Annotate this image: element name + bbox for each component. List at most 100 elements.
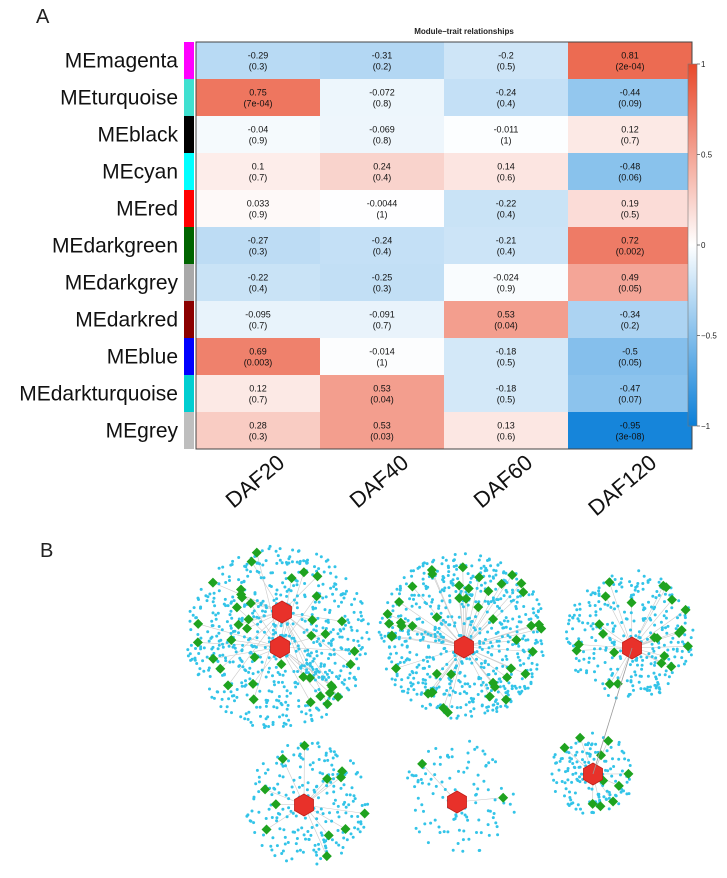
cell-pvalue: (0.2) — [621, 321, 640, 331]
heatmap-cell-fill — [196, 190, 320, 227]
cell-pvalue: (0.4) — [373, 173, 392, 183]
heatmap-row-labels: MEmagenta MEturquoise MEblack MEcyan MEred ME… — [19, 42, 194, 449]
cell-pvalue: (0.03) — [370, 432, 394, 442]
cell-correlation: -0.5 — [622, 347, 638, 357]
network-link — [592, 647, 633, 775]
cell-correlation: 0.53 — [373, 421, 391, 431]
heatmap-cell: 0.28(0.3) — [196, 412, 320, 449]
heatmap-cell: 0.53(0.04) — [444, 301, 568, 338]
cell-pvalue: (0.4) — [497, 210, 516, 220]
heatmap-cell-fill — [320, 412, 444, 449]
module-color-swatch — [184, 375, 194, 412]
column-label-DAF40: DAF40 — [345, 450, 414, 513]
heatmap-cell: -0.2(0.5) — [444, 42, 568, 79]
heatmap-cell: -0.27(0.3) — [196, 227, 320, 264]
heatmap-cell: -0.31(0.2) — [320, 42, 444, 79]
network-gene-nodes — [382, 562, 547, 718]
heatmap-cells: -0.29(0.3)-0.31(0.2)-0.2(0.5)0.81(2e-04)… — [195, 41, 693, 450]
heatmap-cell: -0.47(0.07) — [568, 375, 692, 412]
heatmap-cell: -0.48(0.06) — [568, 153, 692, 190]
cell-correlation: -0.095 — [245, 310, 271, 320]
heatmap-cell: 0.14(0.6) — [444, 153, 568, 190]
heatmap-cell-fill — [320, 264, 444, 301]
network-2 — [377, 552, 547, 720]
network-gene-nodes — [417, 758, 509, 803]
heatmap-cell-fill — [320, 42, 444, 79]
cell-pvalue: (1) — [377, 210, 388, 220]
heatmap-cell-fill — [196, 301, 320, 338]
legend-tick-label: 0.5 — [701, 151, 713, 160]
heatmap-cell-fill — [320, 375, 444, 412]
network-hub-node — [294, 793, 314, 817]
heatmap-cell: -0.18(0.5) — [444, 375, 568, 412]
cell-correlation: 0.28 — [249, 421, 267, 431]
heatmap-cell: 0.1(0.7) — [196, 153, 320, 190]
column-label-DAF120: DAF120 — [583, 450, 661, 520]
cell-pvalue: (0.5) — [497, 358, 516, 368]
cell-correlation: 0.1 — [252, 162, 265, 172]
network-hub-node — [270, 635, 290, 659]
network-1 — [186, 544, 371, 729]
network-edges — [264, 745, 365, 857]
cell-pvalue: (0.9) — [497, 284, 516, 294]
cell-correlation: -0.29 — [248, 51, 269, 61]
heatmap-cell-fill — [320, 79, 444, 116]
cell-pvalue: (0.7) — [249, 321, 268, 331]
heatmap-cell-fill — [444, 338, 568, 375]
network-neighbor-nodes — [377, 552, 545, 720]
heatmap-cell-fill — [320, 227, 444, 264]
module-color-swatch — [184, 42, 194, 79]
row-label-MEdarkgreen: MEdarkgreen — [52, 235, 178, 258]
cell-pvalue: (0.7) — [621, 136, 640, 146]
cell-pvalue: (1) — [377, 358, 388, 368]
cell-correlation: 0.033 — [247, 199, 270, 209]
heatmap-cell: 0.69(0.003) — [196, 338, 320, 375]
module-color-swatch — [184, 116, 194, 153]
heatmap-cell-fill — [444, 42, 568, 79]
heatmap-cell: -0.04(0.9) — [196, 116, 320, 153]
cell-pvalue: (0.5) — [497, 62, 516, 72]
heatmap-cell: -0.024(0.9) — [444, 264, 568, 301]
cell-pvalue: (0.3) — [373, 284, 392, 294]
cell-correlation: 0.19 — [621, 199, 639, 209]
cell-pvalue: (0.9) — [249, 210, 268, 220]
cell-correlation: -0.21 — [496, 236, 517, 246]
cell-correlation: -0.22 — [248, 273, 269, 283]
heatmap-cell: 0.13(0.6) — [444, 412, 568, 449]
heatmap-cell: 0.75(7e-04) — [196, 79, 320, 116]
cell-correlation: -0.31 — [372, 51, 393, 61]
heatmap-cell: 0.19(0.5) — [568, 190, 692, 227]
heatmap-cell-fill — [320, 190, 444, 227]
heatmap-cell: 0.53(0.03) — [320, 412, 444, 449]
cell-correlation: -0.34 — [620, 310, 641, 320]
cell-pvalue: (0.7) — [249, 395, 268, 405]
panel-label-a: A — [36, 6, 50, 28]
legend-tick-label: 1 — [701, 60, 706, 69]
cell-correlation: 0.12 — [249, 384, 267, 394]
network-hub-node — [272, 600, 292, 624]
row-label-MEdarkturquoise: MEdarkturquoise — [19, 383, 178, 406]
module-color-swatch — [184, 227, 194, 264]
heatmap-cell: -0.5(0.05) — [568, 338, 692, 375]
row-label-MEblack: MEblack — [97, 124, 178, 147]
heatmap-cell: -0.21(0.4) — [444, 227, 568, 264]
module-color-swatch — [184, 79, 194, 116]
cell-pvalue: (3e-08) — [615, 432, 644, 442]
heatmap-cell-fill — [444, 301, 568, 338]
cell-pvalue: (0.05) — [618, 284, 642, 294]
legend-colorbar — [687, 63, 698, 427]
module-color-swatch — [184, 412, 194, 449]
cell-correlation: -0.072 — [369, 88, 395, 98]
cell-pvalue: (1) — [501, 136, 512, 146]
cell-correlation: 0.53 — [373, 384, 391, 394]
heatmap-cell-fill — [320, 116, 444, 153]
cell-pvalue: (0.4) — [497, 99, 516, 109]
panel-label-b: B — [40, 540, 54, 562]
heatmap-cell: -0.22(0.4) — [196, 264, 320, 301]
heatmap-cell: -0.0044(1) — [320, 190, 444, 227]
heatmap-cell: -0.091(0.7) — [320, 301, 444, 338]
heatmap-cell: -0.34(0.2) — [568, 301, 692, 338]
cell-correlation: 0.75 — [249, 88, 267, 98]
heatmap-cell-fill — [568, 116, 692, 153]
heatmap-cell: -0.95(3e-08) — [568, 412, 692, 449]
